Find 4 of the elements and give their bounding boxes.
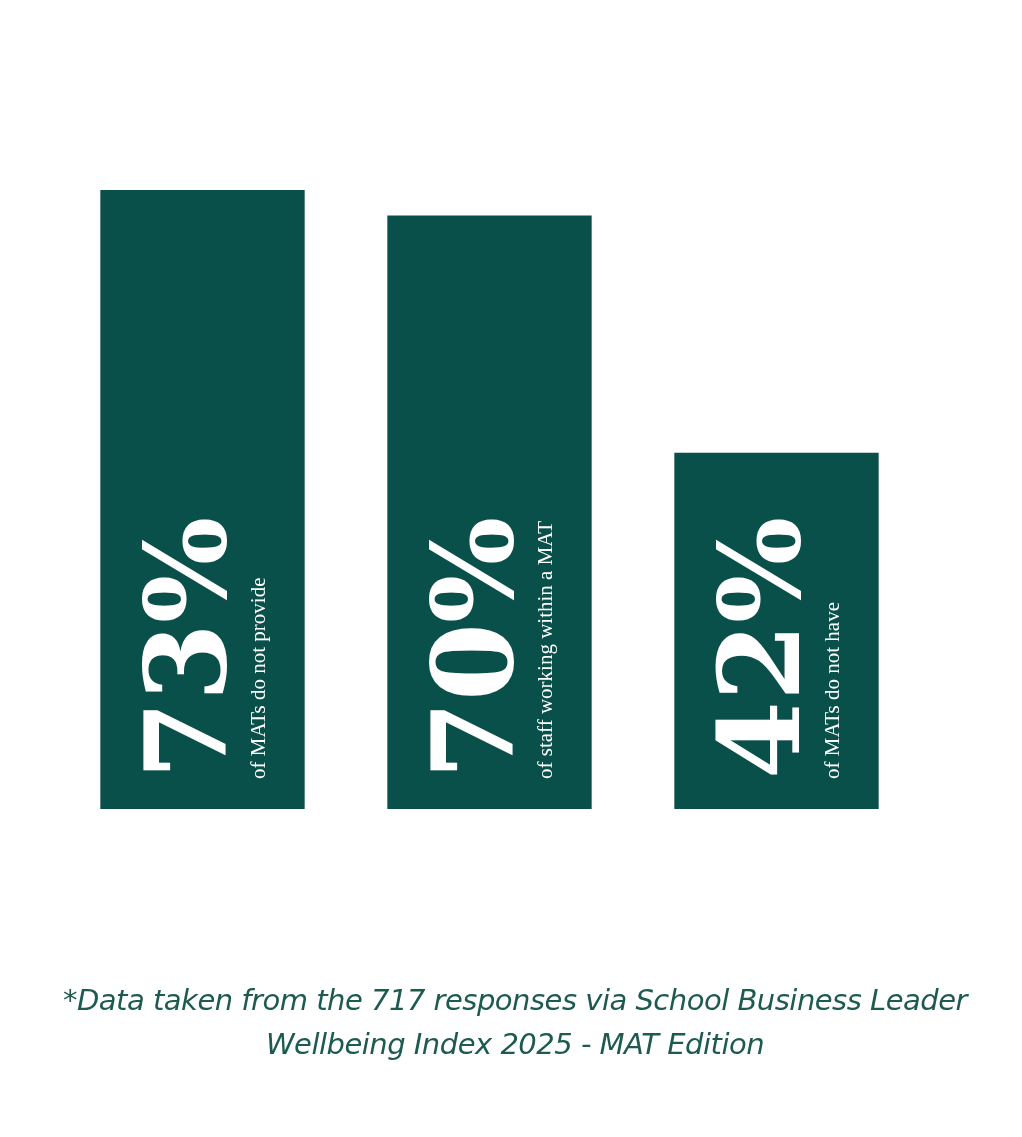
text: *Data taken from the 717 responses via School Business Leader Wellbeing Index 2025 - MAT Edition bbox=[62, 982, 970, 1063]
x-tick-label: of staff working within a MAT bbox=[533, 520, 558, 779]
x-tick-label: of MATs do not have bbox=[820, 601, 845, 779]
x-tick-label: of MATs do not provide bbox=[246, 577, 271, 779]
